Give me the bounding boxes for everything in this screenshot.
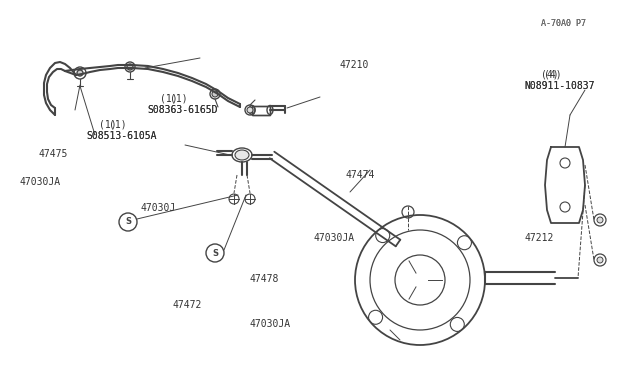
Text: (1): (1) xyxy=(170,94,188,103)
Circle shape xyxy=(247,107,253,113)
Text: 47475: 47475 xyxy=(38,150,68,159)
Bar xyxy=(252,106,270,115)
Text: S08513-6105A: S08513-6105A xyxy=(86,131,157,141)
Text: 47030J: 47030J xyxy=(141,203,176,213)
Circle shape xyxy=(127,64,133,70)
Text: (1): (1) xyxy=(99,120,117,129)
Text: A-70A0 P7: A-70A0 P7 xyxy=(541,19,586,28)
Text: 47472: 47472 xyxy=(173,300,202,310)
Text: 47478: 47478 xyxy=(250,274,279,284)
Text: 47212: 47212 xyxy=(525,233,554,243)
Circle shape xyxy=(597,217,603,223)
Text: S08363-6165D: S08363-6165D xyxy=(147,105,218,115)
Text: S: S xyxy=(125,218,131,227)
Text: (4): (4) xyxy=(541,70,559,79)
Text: 47030JA: 47030JA xyxy=(19,177,60,187)
Text: (4): (4) xyxy=(544,70,562,79)
Text: A-70A0 P7: A-70A0 P7 xyxy=(541,19,586,28)
Text: 47474: 47474 xyxy=(346,170,375,180)
Text: N08911-10837: N08911-10837 xyxy=(525,81,595,90)
Text: 47030JA: 47030JA xyxy=(250,319,291,328)
Circle shape xyxy=(597,257,603,263)
Ellipse shape xyxy=(235,150,249,160)
Circle shape xyxy=(212,91,218,97)
Text: S: S xyxy=(212,248,218,257)
Text: 47210: 47210 xyxy=(339,60,369,70)
Text: N08911-10837: N08911-10837 xyxy=(525,81,595,90)
Circle shape xyxy=(77,70,83,76)
Text: S08513-6105A: S08513-6105A xyxy=(86,131,157,141)
Text: 47030JA: 47030JA xyxy=(314,233,355,243)
Text: (1): (1) xyxy=(109,120,127,129)
Text: S08363-6165D: S08363-6165D xyxy=(147,105,218,115)
Bar xyxy=(252,106,270,115)
Text: (1): (1) xyxy=(160,94,178,103)
